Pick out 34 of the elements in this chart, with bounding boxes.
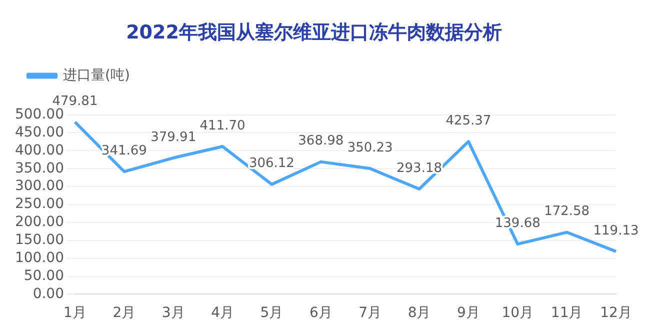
y-tick-label: 0.00 (32, 286, 64, 302)
chart-title: 2022年我国从塞尔维亚进口冻牛肉数据分析 (126, 21, 502, 44)
y-tick-label: 400.00 (14, 142, 64, 158)
text: 368.98 (298, 134, 344, 149)
x-tick-label: 5月 (260, 305, 284, 322)
y-tick-label: 450.00 (14, 124, 64, 140)
x-tick-label: 9月 (456, 305, 480, 322)
text: 119.13 (593, 223, 639, 238)
x-tick-label: 6月 (309, 305, 332, 322)
text: 379.91 (150, 130, 196, 145)
x-tick-label: 4月 (211, 305, 234, 322)
text: 479.81 (52, 94, 98, 109)
x-tick-label: 10月 (502, 305, 534, 322)
text: 172.58 (544, 204, 590, 220)
y-tick-label: 300.00 (14, 178, 64, 194)
text: 411.70 (200, 118, 246, 134)
text: 306.12 (248, 156, 294, 172)
x-tick-label: 8月 (408, 305, 431, 322)
x-tick-label: 12月 (600, 305, 632, 322)
y-tick-label: 200.00 (14, 214, 64, 230)
x-tick-label: 11月 (550, 305, 583, 322)
x-tick-label: 7月 (358, 305, 382, 322)
y-tick-label: 150.00 (14, 232, 64, 248)
x-tick-label: 2月 (112, 305, 136, 322)
y-tick-label: 50.00 (24, 268, 64, 284)
y-tick-label: 250.00 (14, 196, 64, 212)
x-tick-label: 3月 (162, 305, 185, 322)
y-tick-label: 100.00 (14, 250, 64, 266)
text: 425.37 (446, 113, 492, 128)
x-tick-label: 1月 (64, 305, 86, 322)
text: 350.23 (347, 140, 393, 156)
y-tick-label: 350.00 (14, 160, 64, 176)
y-tick-label: 500.00 (14, 106, 64, 122)
legend-label: 进口量(吨) (63, 67, 130, 84)
